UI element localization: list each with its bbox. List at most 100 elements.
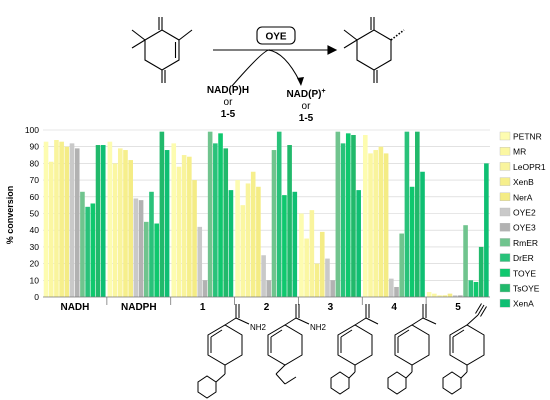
bar bbox=[415, 131, 420, 297]
legend-swatch bbox=[499, 131, 511, 141]
bar bbox=[95, 145, 101, 297]
structure-2 bbox=[267, 304, 310, 385]
x-category-label: 1 bbox=[200, 302, 206, 313]
legend-label: TsOYE bbox=[513, 284, 540, 294]
x-category-label: 3 bbox=[328, 302, 334, 313]
legend-label: XenB bbox=[513, 177, 534, 187]
bar bbox=[223, 148, 229, 297]
x-category-label: NADH bbox=[60, 302, 89, 313]
x-category-label: 5 bbox=[455, 302, 461, 313]
bar bbox=[100, 145, 106, 297]
bar bbox=[197, 226, 203, 297]
legend-label: OYE3 bbox=[513, 223, 536, 233]
bar bbox=[452, 295, 458, 297]
bar bbox=[228, 190, 234, 297]
legend-label: OYE2 bbox=[513, 208, 536, 218]
structure-1-amide-text: NH2 bbox=[250, 323, 267, 332]
x-category-label: NADPH bbox=[121, 302, 157, 313]
bar bbox=[240, 205, 246, 297]
bar bbox=[389, 278, 394, 297]
x-axis-labels: NADH NADPH 1 2 3 4 5 bbox=[60, 297, 461, 313]
conversion-chart: 0 10 20 30 40 50 60 70 80 90 100 NADH NADPH 1 2 3 4 5 % … bbox=[5, 125, 546, 313]
bar bbox=[409, 186, 415, 297]
legend-label: PETNR bbox=[513, 132, 542, 142]
bar bbox=[426, 291, 432, 297]
x-category-label: 4 bbox=[391, 302, 397, 313]
bar bbox=[473, 281, 479, 297]
cofactor-or: or bbox=[224, 97, 234, 108]
bar bbox=[117, 148, 123, 297]
bar bbox=[309, 210, 315, 297]
bar bbox=[202, 280, 208, 297]
legend-swatch bbox=[499, 207, 511, 217]
bar bbox=[59, 141, 64, 297]
legend-label: TOYE bbox=[513, 268, 536, 278]
bar bbox=[80, 191, 85, 297]
bar bbox=[112, 163, 118, 297]
legend-label: LeOPR1 bbox=[513, 162, 546, 172]
legend-label: XenA bbox=[513, 299, 534, 309]
bar bbox=[292, 191, 298, 297]
y-tick-label: 80 bbox=[30, 158, 40, 168]
structure-4 bbox=[387, 304, 437, 395]
bar bbox=[187, 156, 192, 297]
structure-5 bbox=[442, 303, 487, 395]
bar bbox=[245, 183, 251, 297]
bar bbox=[394, 286, 399, 297]
bar bbox=[299, 213, 304, 297]
legend-swatch bbox=[499, 162, 511, 171]
bar bbox=[176, 166, 182, 297]
bar bbox=[319, 231, 325, 297]
bar bbox=[378, 146, 384, 297]
cofactor-mimic-label: 1-5 bbox=[221, 109, 236, 120]
bar bbox=[64, 146, 70, 297]
bar bbox=[207, 131, 213, 297]
bar bbox=[368, 153, 373, 297]
bar bbox=[159, 131, 165, 297]
legend-swatch bbox=[499, 146, 511, 156]
bar bbox=[149, 191, 154, 297]
bar bbox=[335, 131, 341, 297]
structure-2-amide-text: NH2 bbox=[310, 323, 327, 332]
legend-label: RmER bbox=[513, 238, 538, 248]
bar bbox=[90, 203, 96, 297]
y-tick-label: 10 bbox=[30, 275, 40, 285]
enzyme-box bbox=[256, 26, 296, 45]
bar bbox=[442, 295, 448, 297]
bar bbox=[271, 150, 277, 297]
y-tick-label: 70 bbox=[30, 175, 40, 185]
bar bbox=[356, 190, 361, 297]
y-tick-label: 90 bbox=[30, 142, 40, 152]
bar bbox=[266, 280, 272, 297]
reaction-scheme bbox=[131, 17, 405, 87]
bar bbox=[143, 221, 149, 297]
product-cofactor-main: NAD(P) bbox=[286, 89, 321, 100]
bar bbox=[404, 131, 410, 297]
bar bbox=[458, 295, 463, 297]
legend-swatch bbox=[499, 222, 511, 232]
legend-swatch bbox=[499, 283, 511, 293]
y-tick-label: 20 bbox=[30, 259, 40, 269]
bar bbox=[235, 180, 240, 297]
bar bbox=[261, 255, 266, 297]
bar bbox=[463, 225, 468, 297]
bar bbox=[164, 150, 170, 297]
product-mimic-label: 1-5 bbox=[299, 113, 314, 124]
y-tick-label: 60 bbox=[30, 192, 40, 202]
bar bbox=[138, 200, 144, 297]
bar bbox=[437, 295, 442, 297]
bar bbox=[373, 150, 379, 297]
bar bbox=[340, 143, 346, 297]
bar bbox=[325, 258, 330, 297]
y-tick-label: 0 bbox=[34, 292, 39, 302]
y-axis-label: % conversion bbox=[5, 186, 15, 245]
bar bbox=[54, 140, 59, 297]
bar bbox=[69, 143, 75, 297]
y-axis-ticks: 0 10 20 30 40 50 60 70 80 90 100 bbox=[25, 125, 39, 302]
bar bbox=[107, 141, 113, 297]
bar bbox=[154, 223, 159, 297]
y-tick-label: 40 bbox=[30, 225, 40, 235]
mimic-structures bbox=[197, 303, 487, 399]
structure-2-amide-label: NH2 bbox=[310, 323, 327, 332]
